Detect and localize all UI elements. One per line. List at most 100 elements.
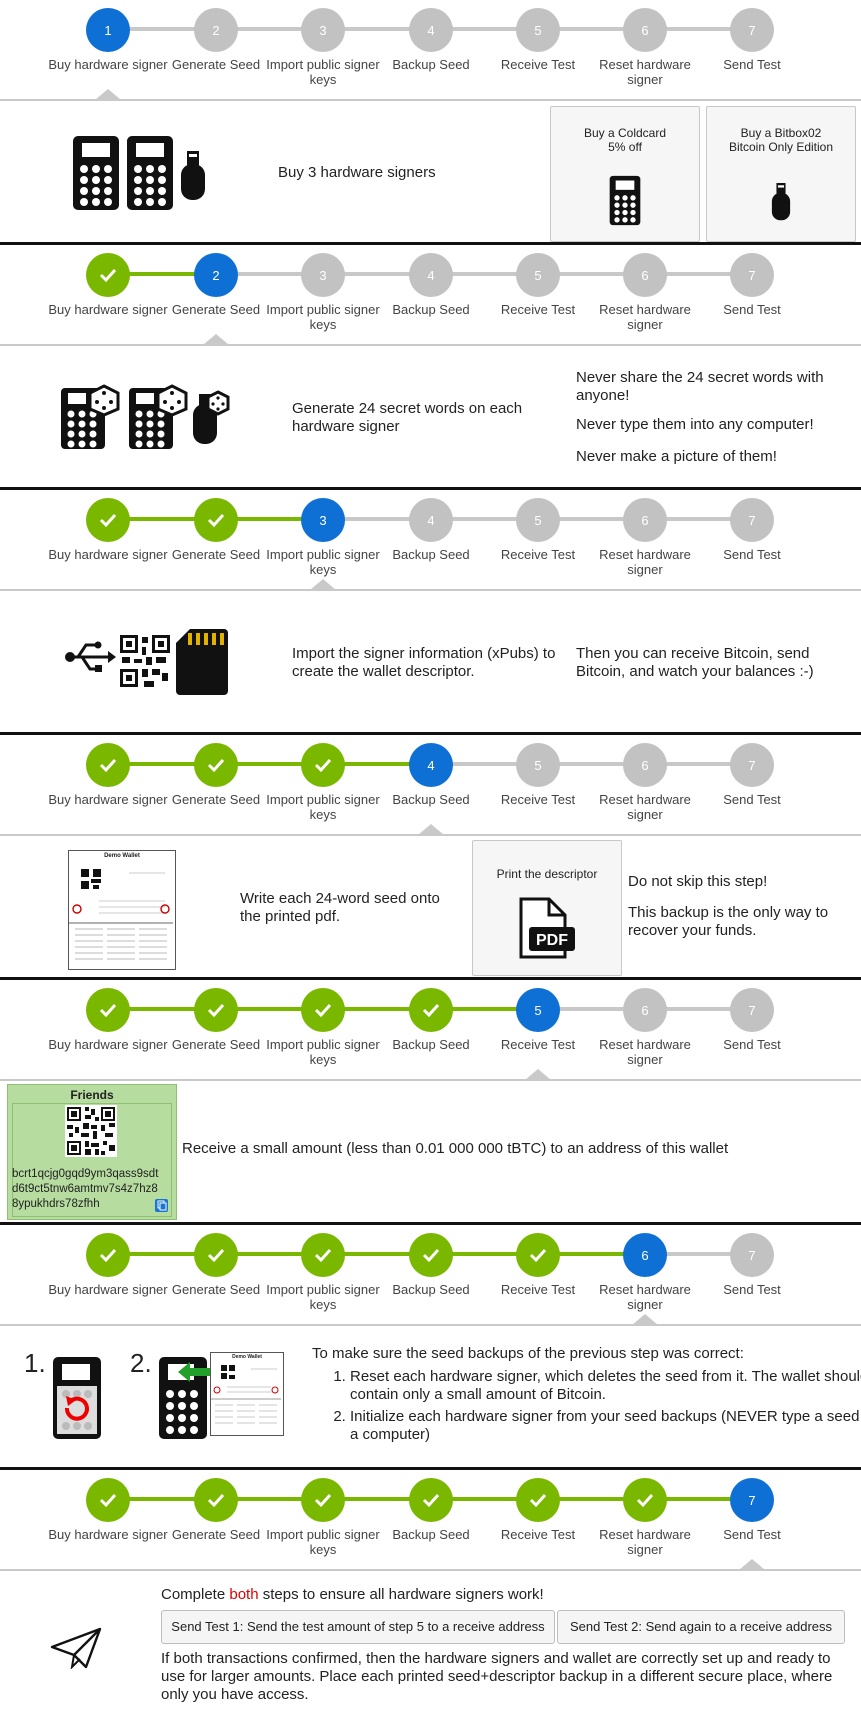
step-circle[interactable] — [409, 1233, 453, 1277]
step-circle[interactable]: 6 — [623, 253, 667, 297]
step-circle[interactable]: 5 — [516, 743, 560, 787]
step-label[interactable]: Reset hardware signer — [599, 1527, 691, 1557]
step-label[interactable]: Buy hardware signer — [48, 57, 168, 72]
buy-bitbox-button[interactable]: Buy a Bitbox02 Bitcoin Only Edition — [706, 106, 856, 242]
step-label[interactable]: Backup Seed — [392, 547, 470, 562]
step-label[interactable]: Generate Seed — [171, 1037, 261, 1052]
step-label[interactable]: Buy hardware signer — [48, 302, 168, 317]
step-label[interactable]: Buy hardware signer — [48, 1037, 168, 1052]
step-label[interactable]: Reset hardware signer — [599, 57, 691, 87]
step-label[interactable]: Receive Test — [500, 302, 576, 317]
step-circle[interactable] — [86, 1478, 130, 1522]
step-circle[interactable]: 7 — [730, 743, 774, 787]
step-label[interactable]: Backup Seed — [392, 792, 470, 807]
step-circle[interactable]: 4 — [409, 8, 453, 52]
step-circle[interactable] — [301, 1233, 345, 1277]
step-circle[interactable]: 5 — [516, 253, 560, 297]
step-label[interactable]: Reset hardware signer — [599, 547, 691, 577]
step-circle[interactable]: 7 — [730, 8, 774, 52]
step-circle[interactable]: 3 — [301, 498, 345, 542]
step-label[interactable]: Reset hardware signer — [599, 1037, 691, 1067]
buy-coldcard-button[interactable]: Buy a Coldcard 5% off — [550, 106, 700, 242]
step-circle[interactable] — [194, 743, 238, 787]
step-label[interactable]: Send Test — [723, 1282, 781, 1297]
step-label[interactable]: Backup Seed — [392, 1282, 470, 1297]
step-circle[interactable] — [86, 498, 130, 542]
step-circle[interactable] — [301, 988, 345, 1032]
step-circle[interactable]: 4 — [409, 498, 453, 542]
step-circle[interactable]: 6 — [623, 498, 667, 542]
step-label[interactable]: Send Test — [723, 547, 781, 562]
step-circle[interactable]: 6 — [623, 1233, 667, 1277]
step-label[interactable]: Generate Seed — [171, 547, 261, 562]
step-label[interactable]: Send Test — [723, 792, 781, 807]
step-circle[interactable] — [194, 988, 238, 1032]
step-label[interactable]: Receive Test — [500, 57, 576, 72]
step-circle[interactable]: 6 — [623, 8, 667, 52]
step-label[interactable]: Import public signer keys — [266, 1037, 380, 1067]
step-circle[interactable] — [194, 1233, 238, 1277]
step-circle[interactable] — [409, 988, 453, 1032]
step-circle[interactable]: 3 — [301, 253, 345, 297]
step-circle[interactable] — [86, 1233, 130, 1277]
step-circle[interactable] — [623, 1478, 667, 1522]
step-label[interactable]: Generate Seed — [171, 1282, 261, 1297]
step-circle[interactable] — [409, 1478, 453, 1522]
send-test-2-button[interactable]: Send Test 2: Send again to a receive add… — [557, 1610, 845, 1644]
step-label[interactable]: Send Test — [723, 1527, 781, 1542]
step-circle[interactable] — [301, 1478, 345, 1522]
step-label[interactable]: Import public signer keys — [266, 547, 380, 577]
step-label[interactable]: Generate Seed — [171, 302, 261, 317]
step-label[interactable]: Import public signer keys — [266, 57, 380, 87]
step-label[interactable]: Reset hardware signer — [599, 792, 691, 822]
step-circle[interactable]: 5 — [516, 8, 560, 52]
step-label[interactable]: Import public signer keys — [266, 302, 380, 332]
step-circle[interactable] — [194, 498, 238, 542]
step-label[interactable]: Reset hardware signer — [599, 302, 691, 332]
step-circle[interactable]: 4 — [409, 253, 453, 297]
step-label[interactable]: Receive Test — [500, 1527, 576, 1542]
step-label[interactable]: Generate Seed — [171, 57, 261, 72]
step-label[interactable]: Import public signer keys — [266, 1282, 380, 1312]
step-label[interactable]: Buy hardware signer — [48, 1527, 168, 1542]
step-circle[interactable] — [86, 743, 130, 787]
step-label[interactable]: Send Test — [723, 57, 781, 72]
step-circle[interactable]: 1 — [86, 8, 130, 52]
step-circle[interactable] — [516, 1478, 560, 1522]
step-label[interactable]: Import public signer keys — [266, 1527, 380, 1557]
step-circle[interactable]: 7 — [730, 253, 774, 297]
step-circle[interactable]: 7 — [730, 1478, 774, 1522]
step-circle[interactable] — [301, 743, 345, 787]
step-label[interactable]: Reset hardware signer — [599, 1282, 691, 1312]
step-label[interactable]: Generate Seed — [171, 1527, 261, 1542]
step-label[interactable]: Receive Test — [500, 547, 576, 562]
copy-icon[interactable] — [155, 1199, 168, 1212]
step-label[interactable]: Import public signer keys — [266, 792, 380, 822]
step-label[interactable]: Receive Test — [500, 1037, 576, 1052]
step-label[interactable]: Generate Seed — [171, 792, 261, 807]
step-circle[interactable]: 7 — [730, 1233, 774, 1277]
step-label[interactable]: Backup Seed — [392, 1037, 470, 1052]
step-circle[interactable] — [194, 1478, 238, 1522]
step-circle[interactable]: 3 — [301, 8, 345, 52]
step-label[interactable]: Send Test — [723, 1037, 781, 1052]
step-circle[interactable]: 6 — [623, 743, 667, 787]
step-label[interactable]: Backup Seed — [392, 57, 470, 72]
step-label[interactable]: Backup Seed — [392, 302, 470, 317]
step-label[interactable]: Buy hardware signer — [48, 792, 168, 807]
step-circle[interactable]: 6 — [623, 988, 667, 1032]
step-label[interactable]: Buy hardware signer — [48, 1282, 168, 1297]
step-label[interactable]: Backup Seed — [392, 1527, 470, 1542]
step-circle[interactable]: 7 — [730, 988, 774, 1032]
address-qr-code[interactable] — [65, 1105, 117, 1157]
step-label[interactable]: Receive Test — [500, 792, 576, 807]
step-circle[interactable] — [86, 253, 130, 297]
step-circle[interactable] — [86, 988, 130, 1032]
step-label[interactable]: Buy hardware signer — [48, 547, 168, 562]
step-circle[interactable]: 5 — [516, 988, 560, 1032]
step-circle[interactable] — [516, 1233, 560, 1277]
step-circle[interactable]: 7 — [730, 498, 774, 542]
step-label[interactable]: Send Test — [723, 302, 781, 317]
send-test-1-button[interactable]: Send Test 1: Send the test amount of ste… — [161, 1610, 555, 1644]
step-circle[interactable]: 5 — [516, 498, 560, 542]
